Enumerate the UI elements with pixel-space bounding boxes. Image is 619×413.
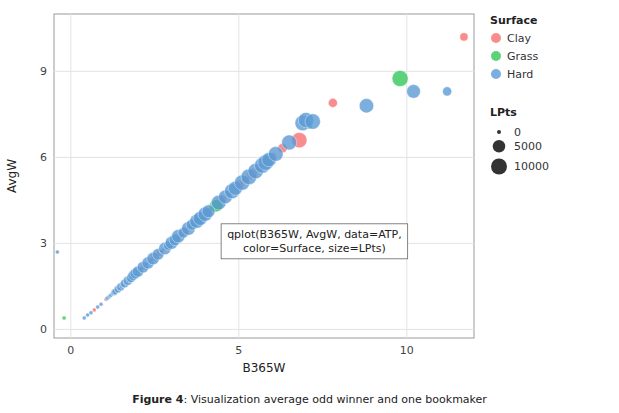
legend-swatch	[491, 51, 501, 61]
grid-line	[54, 71, 474, 72]
tick-label: 9	[40, 65, 47, 78]
point	[305, 114, 320, 129]
point	[89, 311, 93, 315]
legend-label: Clay	[507, 32, 531, 45]
point	[359, 99, 373, 113]
legend-title: LPts	[490, 106, 517, 119]
y-axis-label: AvgW	[5, 159, 19, 193]
point	[407, 85, 421, 99]
tick-label: 3	[40, 237, 47, 250]
legend-label: 0	[514, 126, 521, 139]
point	[392, 71, 408, 87]
tick-label: 10	[400, 344, 414, 357]
tick-label: 6	[40, 151, 47, 164]
grid-line	[70, 14, 71, 338]
legend-swatch	[491, 69, 501, 79]
caption-part: : Visualization average odd winner and o…	[183, 393, 487, 406]
point	[96, 305, 100, 309]
series	[55, 85, 451, 320]
point	[282, 135, 297, 150]
legend-title: Surface	[490, 14, 537, 27]
legend-label: 5000	[514, 140, 542, 153]
caption: Figure 4: Visualization average odd winn…	[132, 393, 487, 406]
plot-frame	[54, 14, 474, 338]
annotation-box	[221, 224, 408, 259]
point	[460, 33, 468, 41]
grid-line	[54, 329, 474, 330]
points	[55, 33, 468, 320]
tick-label: 0	[67, 344, 74, 357]
annotation: qplot(B365W, AvgW, data=ATP,color=Surfac…	[221, 224, 408, 259]
point	[82, 316, 86, 320]
legend-size-swatch	[493, 140, 505, 152]
point	[268, 147, 283, 162]
grid-line	[406, 14, 407, 338]
caption-part: Figure 4	[132, 393, 184, 406]
legend-swatch	[491, 33, 501, 43]
point	[99, 302, 103, 306]
tick-label: 0	[40, 323, 47, 336]
series	[62, 71, 408, 320]
tick-label: 5	[235, 344, 242, 357]
point	[328, 98, 337, 107]
size-legend: LPts 05000 10000	[490, 106, 549, 174]
annotation-text: qplot(B365W, AvgW, data=ATP,color=Surfac…	[227, 228, 402, 255]
legend-size-swatch	[497, 130, 501, 134]
series	[92, 33, 468, 312]
point	[443, 87, 452, 96]
grid	[54, 14, 474, 338]
legend: Surface Clay Grass Hard	[490, 14, 539, 81]
point	[92, 308, 96, 312]
legend-size-swatch	[491, 158, 507, 174]
x-axis-label: B365W	[242, 361, 285, 375]
legend-label: 10000	[514, 160, 549, 173]
chart: 0 5 10 0 3 6 9 B365W AvgW qplot(B365W, AvgW, data…	[0, 0, 619, 413]
point	[55, 250, 59, 254]
point	[62, 316, 66, 320]
legend-label: Grass	[507, 50, 539, 63]
legend-label: Hard	[507, 68, 533, 81]
